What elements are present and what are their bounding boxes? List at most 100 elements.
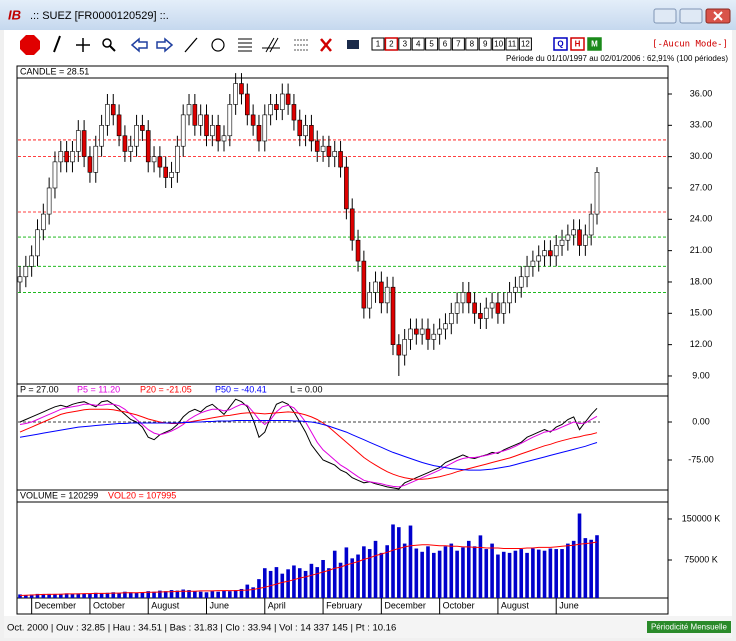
- candle-body: [262, 114, 268, 142]
- page-button[interactable]: [384, 37, 399, 51]
- back-tool[interactable]: [130, 37, 148, 53]
- candle-body: [250, 114, 256, 126]
- candle-body: [425, 328, 431, 340]
- text-tool[interactable]: [294, 39, 308, 51]
- candle-body: [390, 286, 396, 345]
- pencil-tool[interactable]: [53, 35, 61, 53]
- volume-bar: [525, 552, 529, 598]
- page-button[interactable]: [465, 37, 479, 51]
- fan-tool[interactable]: [262, 37, 280, 53]
- volume-bar: [455, 550, 459, 598]
- candle-body: [29, 255, 34, 267]
- candle-body: [344, 166, 349, 210]
- stop-tool[interactable]: [20, 35, 40, 55]
- candle-body: [64, 151, 69, 163]
- candle-body: [163, 166, 169, 178]
- candle-body: [93, 145, 99, 173]
- candle-body: [454, 302, 460, 314]
- volume-bar: [589, 539, 593, 598]
- candle-body: [320, 145, 326, 152]
- volume-bar: [536, 549, 541, 598]
- page-button[interactable]: [518, 37, 532, 51]
- volume-bar: [152, 591, 156, 598]
- candle-body: [548, 250, 553, 257]
- candle-body: [314, 140, 320, 152]
- oscillator-line: [19, 403, 598, 488]
- page-button[interactable]: [492, 37, 506, 51]
- volume-bar: [577, 513, 582, 598]
- y-tick-label: -75.00: [688, 454, 714, 464]
- volume-bar: [356, 554, 360, 598]
- candle-body: [309, 125, 314, 142]
- view-button[interactable]: [553, 37, 568, 51]
- volume-bar: [595, 535, 599, 598]
- page-button[interactable]: [371, 37, 385, 51]
- candle-body: [559, 239, 565, 246]
- oscillator-line: [19, 420, 598, 471]
- candle-body: [75, 130, 81, 152]
- page-button-label: 5: [429, 40, 434, 49]
- volume-bar: [379, 552, 384, 598]
- page-button[interactable]: [398, 37, 412, 51]
- volume-bar: [484, 549, 489, 598]
- view-button[interactable]: [570, 37, 585, 51]
- average-line: [19, 541, 598, 596]
- candle-body: [419, 328, 425, 335]
- mode-label: [-Aucun Mode-]: [652, 40, 728, 50]
- forward-tool[interactable]: [156, 37, 174, 53]
- volume-bar: [315, 567, 320, 598]
- candle-body: [81, 130, 87, 157]
- legend-entry: L = 0.00: [290, 384, 322, 394]
- y-tick-label: 30.00: [690, 151, 713, 161]
- fibo-tool[interactable]: [238, 38, 252, 52]
- page-button[interactable]: [425, 37, 439, 51]
- page-button[interactable]: [478, 37, 492, 51]
- volume-bar: [385, 545, 389, 598]
- candle-body: [437, 328, 442, 335]
- maximize-button[interactable]: [679, 8, 703, 24]
- volume-bar: [58, 593, 63, 598]
- y-tick-label: 75000 K: [684, 554, 718, 564]
- volume-bar: [507, 552, 512, 598]
- periodicity-badge[interactable]: [647, 621, 731, 633]
- y-tick-label: 21.00: [690, 245, 713, 255]
- volume-bar: [239, 588, 244, 598]
- volume-bar: [327, 568, 331, 598]
- volume-bar: [53, 594, 57, 598]
- camera-tool[interactable]: [347, 40, 359, 49]
- delete-tool[interactable]: [320, 38, 332, 52]
- volume-bar: [426, 546, 430, 598]
- candle-body: [17, 276, 23, 283]
- cross-tool[interactable]: [76, 38, 90, 52]
- minimize-button[interactable]: [653, 8, 677, 24]
- page-button-label: 8: [470, 40, 475, 49]
- circle-tool[interactable]: [211, 38, 225, 52]
- view-button[interactable]: [587, 37, 602, 51]
- candle-body: [23, 266, 29, 278]
- zoom-tool[interactable]: [102, 38, 112, 48]
- page-button[interactable]: [438, 37, 452, 51]
- candle-body: [227, 104, 233, 137]
- candle-body: [285, 93, 291, 105]
- volume-bar: [432, 552, 436, 598]
- page-button[interactable]: [505, 37, 519, 51]
- line-tool[interactable]: [184, 37, 198, 53]
- page-button-label: 4: [416, 40, 421, 49]
- volume-bar: [41, 594, 46, 598]
- volume-bar: [35, 593, 40, 598]
- page-button[interactable]: [411, 37, 425, 51]
- volume-bar: [350, 558, 355, 598]
- y-tick-label: 15.00: [690, 308, 713, 318]
- candle-body: [122, 135, 128, 152]
- candle-body: [495, 302, 501, 314]
- status-bar: [4, 616, 732, 638]
- candle-body: [483, 307, 489, 319]
- volume-bar: [163, 591, 168, 598]
- volume-bar: [210, 591, 215, 598]
- volume-bar: [233, 590, 238, 598]
- page-button[interactable]: [451, 37, 465, 51]
- volume-bar: [449, 543, 454, 598]
- page-button-label: 9: [483, 40, 488, 49]
- volume-bar: [338, 562, 343, 598]
